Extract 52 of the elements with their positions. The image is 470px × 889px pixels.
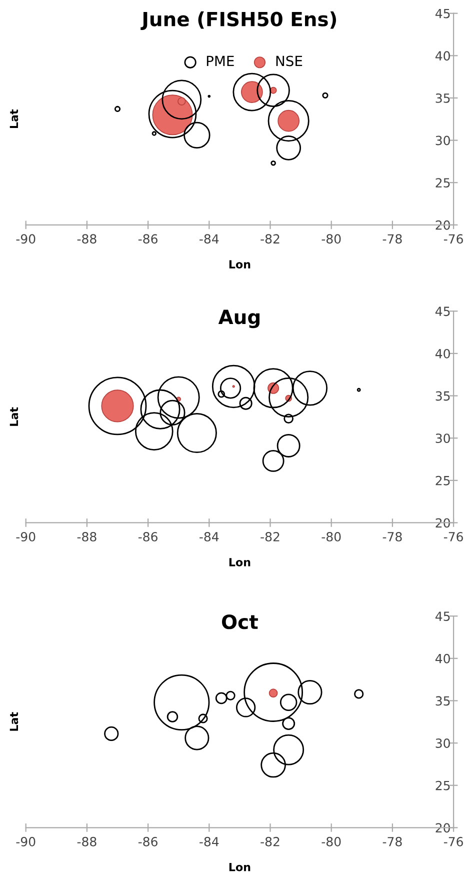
x-tick-label: -90 (16, 836, 36, 846)
x-axis-title: Lon (229, 558, 250, 566)
chart-title: Oct (222, 614, 258, 630)
x-tick-label: -86 (138, 532, 158, 542)
legend-label: PME (206, 56, 234, 66)
y-tick-label: 45 (435, 306, 450, 316)
y-tick-label: 20 (436, 518, 450, 528)
y-tick-label: 35 (436, 93, 450, 103)
x-tick-label: -76 (444, 532, 463, 542)
y-tick-label: 30 (436, 136, 450, 146)
x-tick-label: -82 (260, 836, 280, 846)
x-tick-label: -80 (322, 234, 341, 244)
x-tick-label: -88 (77, 234, 96, 244)
x-tick-label: -86 (138, 836, 158, 846)
x-tick-label: -90 (16, 532, 36, 542)
y-tick-label: 25 (436, 476, 450, 486)
chart-title: Aug (218, 310, 260, 328)
y-tick-label: 40 (435, 654, 450, 664)
y-tick-label: 45 (435, 8, 450, 18)
y-tick-label: 40 (435, 348, 450, 358)
x-tick-label: -76 (444, 836, 463, 846)
x-tick-label: -76 (444, 234, 463, 244)
x-tick-label: -90 (16, 234, 36, 244)
y-axis-title: Lat (10, 712, 18, 731)
legend-label: NSE (276, 56, 302, 66)
x-tick-label: -84 (200, 532, 219, 542)
y-tick-label: 45 (435, 612, 450, 622)
y-axis-title: Lat (10, 109, 18, 128)
x-tick-label: -78 (382, 234, 402, 244)
x-tick-label: -78 (382, 532, 402, 542)
y-tick-label: 25 (436, 780, 450, 790)
y-tick-label: 20 (436, 823, 450, 833)
y-axis-title: Lat (10, 407, 18, 426)
x-tick-label: -84 (200, 234, 219, 244)
y-tick-label: 35 (436, 696, 450, 706)
x-tick-label: -88 (77, 836, 96, 846)
x-tick-label: -80 (322, 532, 341, 542)
y-tick-label: 40 (435, 51, 450, 61)
x-tick-label: -86 (138, 234, 158, 244)
x-tick-label: -78 (382, 836, 402, 846)
x-tick-label: -84 (200, 836, 219, 846)
x-tick-label: -80 (322, 836, 341, 846)
x-axis-title: Lon (229, 863, 250, 872)
y-tick-label: 25 (436, 178, 450, 188)
x-tick-label: -82 (260, 234, 280, 244)
chart-title: June (FISH50 Ens) (140, 11, 336, 30)
x-tick-label: -88 (77, 532, 96, 542)
y-tick-label: 35 (436, 391, 450, 401)
y-tick-label: 30 (436, 738, 450, 748)
x-axis-title: Lon (229, 260, 250, 269)
x-tick-label: -82 (260, 532, 280, 542)
y-tick-label: 30 (436, 434, 450, 444)
